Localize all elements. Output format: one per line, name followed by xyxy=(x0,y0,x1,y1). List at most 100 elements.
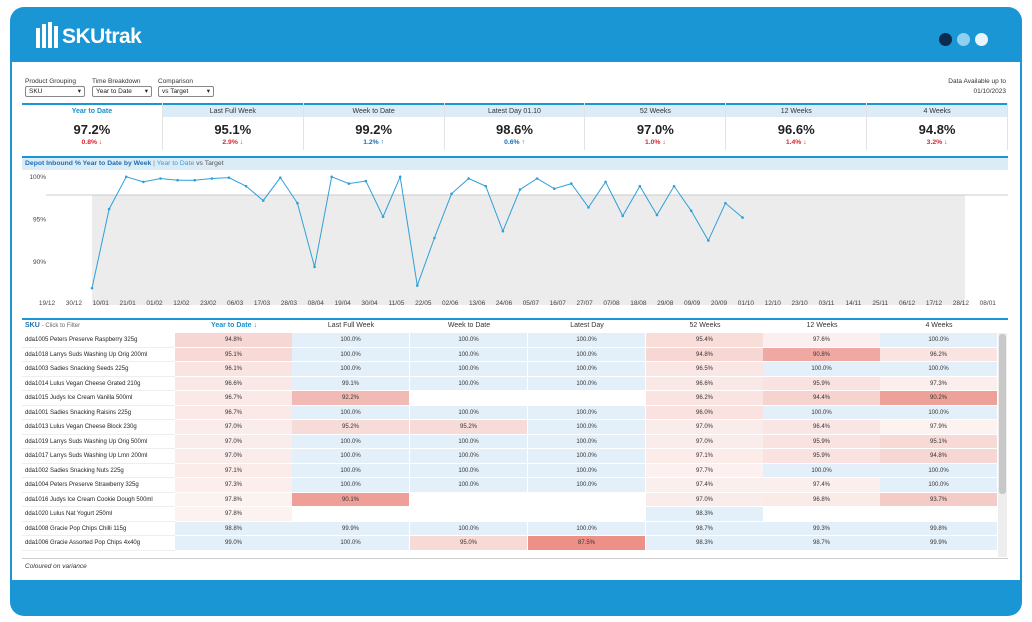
point xyxy=(518,188,522,191)
logo: SKUtrak xyxy=(62,25,142,48)
kpi-name: Week to Date xyxy=(303,103,444,117)
cell: 95.4% xyxy=(646,333,763,348)
kpi-tile[interactable]: 4 Weeks 94.8% 3.2% ↓ xyxy=(867,103,1008,150)
kpi-value: 98.6% xyxy=(496,122,533,137)
cell: 95.9% xyxy=(763,449,880,464)
cell: 100.0% xyxy=(528,420,645,435)
cell: 100.0% xyxy=(528,347,645,362)
sku-name[interactable]: dda1014 Lulus Vegan Cheese Grated 210g xyxy=(22,377,175,391)
title: Depot Inbound % Year to Date by Week xyxy=(25,160,152,167)
column-header[interactable]: 52 Weeks xyxy=(689,322,721,329)
chart: 100% 95% 90% 19/12 30/12 10/01 21/01 01/02 12/02… xyxy=(29,174,1008,307)
sku-name[interactable]: dda1015 Judys Ice Cream Vanilla 500ml xyxy=(22,391,175,406)
sku-name[interactable]: dda1003 Sadies Snacking Seeds 225g xyxy=(22,362,175,377)
cell xyxy=(880,507,997,522)
cell: 100.0% xyxy=(410,362,527,377)
kpi-tile[interactable]: 52 Weeks 97.0% 1.0% ↓ xyxy=(585,103,727,150)
cell: 98.3% xyxy=(646,536,763,551)
point xyxy=(330,175,333,179)
cell: 95.9% xyxy=(763,376,880,391)
kpi-tile[interactable]: 12 Weeks 96.6% 1.4% ↓ xyxy=(726,103,868,150)
sku-name[interactable]: dda1001 Sadies Snacking Raisins 225g xyxy=(22,406,175,420)
kpi-tile[interactable]: Year to Date 97.2% 0.8% ↓ xyxy=(22,103,163,150)
cell: 100.0% xyxy=(292,347,409,362)
cell: 100.0% xyxy=(410,521,527,536)
column-header[interactable]: 12 Weeks xyxy=(806,322,838,329)
x-tick-label: 25/11 xyxy=(872,300,888,307)
dot[interactable] xyxy=(939,33,952,46)
kpi-delta: 3.2% ↓ xyxy=(926,139,948,146)
cell: 100.0% xyxy=(292,536,409,551)
column-header[interactable]: Week to Date xyxy=(447,322,491,329)
x-tick-label: 07/08 xyxy=(603,300,620,307)
cell: 87.5% xyxy=(528,536,645,551)
cell: 100.0% xyxy=(410,347,527,362)
filter-label: Product Grouping xyxy=(25,78,76,85)
kpi-name: Last Full Week xyxy=(162,103,303,117)
cell: 97.0% xyxy=(646,434,763,449)
x-tick-label: 30/04 xyxy=(361,300,378,307)
point xyxy=(415,284,419,287)
x-tick-label: 06/12 xyxy=(899,300,916,307)
cell: 99.0% xyxy=(175,536,292,551)
sku-name[interactable]: dda1004 Peters Preserve Strawberry 325g xyxy=(22,478,175,493)
point xyxy=(535,177,539,180)
kpi-value: 95.1% xyxy=(214,122,252,137)
column-header[interactable]: Latest Day xyxy=(570,322,604,329)
scroll-thumb[interactable] xyxy=(999,334,1006,494)
cell: 99.9% xyxy=(292,521,409,536)
cell: 99.3% xyxy=(763,521,880,536)
column-header[interactable]: 4 Weeks xyxy=(925,322,953,329)
cell: 90.2% xyxy=(880,391,997,406)
kpi-value: 97.0% xyxy=(636,122,674,137)
sku-name[interactable]: dda1016 Judys Ice Cream Cookie Dough 500… xyxy=(22,493,175,507)
band xyxy=(92,195,965,305)
sku-name[interactable]: dda1018 Larrys Suds Washing Up Orig 200m… xyxy=(22,348,175,362)
rule xyxy=(22,318,1008,320)
filter-label: Time Breakdown xyxy=(92,78,141,85)
cell: 100.0% xyxy=(292,449,409,464)
kpi-tile[interactable]: Latest Day 01.10 98.6% 0.6% ↑ xyxy=(444,103,586,150)
cell: 100.0% xyxy=(880,463,997,478)
cell: 93.7% xyxy=(880,492,997,507)
sku-name[interactable]: dda1017 Larrys Suds Washing Up Lmn 200ml xyxy=(22,449,175,464)
dot[interactable] xyxy=(975,33,988,46)
cell: 90.1% xyxy=(292,492,409,507)
x-tick-label: 28/03 xyxy=(281,300,298,307)
point xyxy=(261,199,265,202)
sku-name[interactable]: dda1020 Lulus Nat Yogurt 250ml xyxy=(22,507,175,522)
sku-name[interactable]: dda1008 Gracie Pop Chips Chilli 115g xyxy=(22,522,175,536)
sku-name[interactable]: dda1005 Peters Preserve Raspberry 325g xyxy=(22,333,175,348)
cell: 94.8% xyxy=(646,347,763,362)
cell: 100.0% xyxy=(410,463,527,478)
sku-name[interactable]: dda1019 Larrys Suds Washing Up Orig 500m… xyxy=(22,435,175,449)
column-header[interactable]: Last Full Week xyxy=(327,322,375,329)
cell: 100.0% xyxy=(528,449,645,464)
cell: 100.0% xyxy=(763,463,880,478)
dot[interactable] xyxy=(957,33,970,46)
kpi-tile[interactable]: Week to Date 99.2% 1.2% ↑ xyxy=(303,103,445,150)
cell: 96.6% xyxy=(646,376,763,391)
x-tick-label: 23/10 xyxy=(791,300,808,307)
cell: 100.0% xyxy=(528,376,645,391)
x-tick-label: 30/12 xyxy=(66,300,83,307)
filter-select[interactable]: vs Target xyxy=(158,86,214,97)
cell: 97.4% xyxy=(646,478,763,493)
sku-name[interactable]: dda1002 Sadies Snacking Nuts 225g xyxy=(22,464,175,478)
x-tick-label: 16/07 xyxy=(550,300,567,307)
point xyxy=(621,214,625,218)
filter-select[interactable]: SKU xyxy=(25,86,85,97)
sku-name[interactable]: dda1013 Lulus Vegan Cheese Block 230g xyxy=(22,420,175,435)
cell: 100.0% xyxy=(528,521,645,536)
x-tick-label: 27/07 xyxy=(576,300,593,307)
kpi-tile[interactable]: Last Full Week 95.1% 2.9% ↓ xyxy=(162,103,304,150)
compare: vs Target xyxy=(196,160,224,167)
x-tick-label: 06/03 xyxy=(227,300,244,307)
filter-select[interactable]: Year to Date xyxy=(92,86,152,97)
x-tick-label: 28/12 xyxy=(953,300,970,307)
column-header[interactable]: Year to Date ↓ xyxy=(211,322,257,329)
cell: 97.3% xyxy=(175,478,292,493)
sku-header: SKU - Click to Filter xyxy=(25,322,80,329)
sku-name[interactable]: dda1006 Gracie Assorted Pop Chips 4x40g xyxy=(22,536,175,551)
